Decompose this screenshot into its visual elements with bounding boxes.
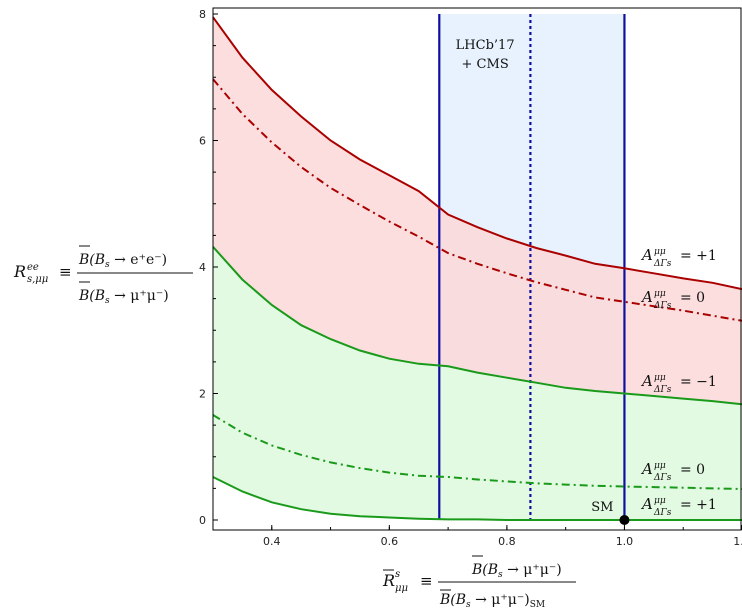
svg-text:A: A (640, 246, 653, 264)
y-tick-label-4: 8 (199, 8, 206, 21)
x-axis-label: R s μμ ≡ B(Bs → μ⁺μ⁻) B(Bs → μ⁺μ⁻)SM (382, 555, 576, 608)
svg-text:ΔΓs: ΔΓs (653, 385, 672, 395)
x-tick-label-2: 0.8 (498, 535, 516, 548)
y-tick-label-3: 6 (199, 135, 206, 148)
y-tick-label-0: 0 (199, 514, 206, 527)
experiment-label-line1: LHCb’17 (456, 38, 515, 53)
y-axis-label: R ee s,μμ ≡ B(Bs → e⁺e⁻) B(Bs → μ⁺μ⁻) (13, 245, 193, 306)
sm-point (619, 515, 630, 525)
series-line-3 (212, 414, 742, 490)
y-tick-label-1: 2 (199, 388, 206, 401)
x-label-denominator: B(Bs → μ⁺μ⁻)SM (439, 592, 545, 608)
x-label-lhs: R (382, 571, 395, 590)
curve-label-value-1: = 0 (680, 290, 705, 306)
svg-text:A: A (640, 372, 653, 390)
svg-text:μμ: μμ (654, 461, 666, 471)
svg-text:ΔΓs: ΔΓs (653, 473, 672, 483)
x-tick-label-3: 1.0 (616, 535, 634, 548)
plot-frame (212, 7, 742, 531)
y-label-sup: ee (27, 262, 39, 273)
svg-text:ΔΓs: ΔΓs (653, 259, 672, 269)
x-tick-label-0: 0.4 (263, 535, 281, 548)
experiment-label-line2: + CMS (462, 57, 509, 72)
band-1 (213, 246, 742, 521)
x-label-equiv: ≡ (420, 572, 433, 590)
y-label-denominator: B(Bs → μ⁺μ⁻) (78, 288, 169, 306)
svg-text:μμ: μμ (654, 289, 666, 299)
x-label-numerator: B(Bs → μ⁺μ⁻) (471, 562, 562, 580)
y-label-sub: s,μμ (27, 274, 48, 285)
sm-label: SM (591, 500, 613, 515)
y-tick-label-2: 4 (199, 261, 206, 274)
svg-text:ΔΓs: ΔΓs (653, 508, 672, 518)
curve-label-value-4: = +1 (680, 497, 717, 513)
svg-text:A: A (640, 460, 653, 478)
y-label-lhs: R (13, 262, 26, 281)
svg-text:A: A (640, 288, 653, 306)
series-line-1 (212, 78, 742, 322)
curve-label-value-2: = −1 (680, 374, 717, 390)
svg-text:ΔΓs: ΔΓs (653, 301, 672, 311)
x-label-sup: s (395, 569, 400, 580)
svg-text:μμ: μμ (654, 373, 666, 383)
x-tick-label-1: 0.6 (381, 535, 399, 548)
svg-text:μμ: μμ (654, 496, 666, 506)
svg-text:A: A (640, 495, 653, 513)
curve-label-value-0: = +1 (680, 248, 717, 264)
band-0 (213, 17, 742, 405)
y-label-numerator: B(Bs → e⁺e⁻) (78, 252, 167, 270)
x-tick-label-4: 1.2 (733, 535, 742, 548)
curve-label-value-3: = 0 (680, 462, 705, 478)
series-line-2 (212, 246, 742, 406)
series-line-0 (212, 16, 742, 291)
x-label-sub: μμ (395, 583, 408, 594)
y-label-equiv: ≡ (59, 263, 72, 281)
series-line-4 (212, 476, 742, 521)
svg-text:μμ: μμ (654, 247, 666, 257)
